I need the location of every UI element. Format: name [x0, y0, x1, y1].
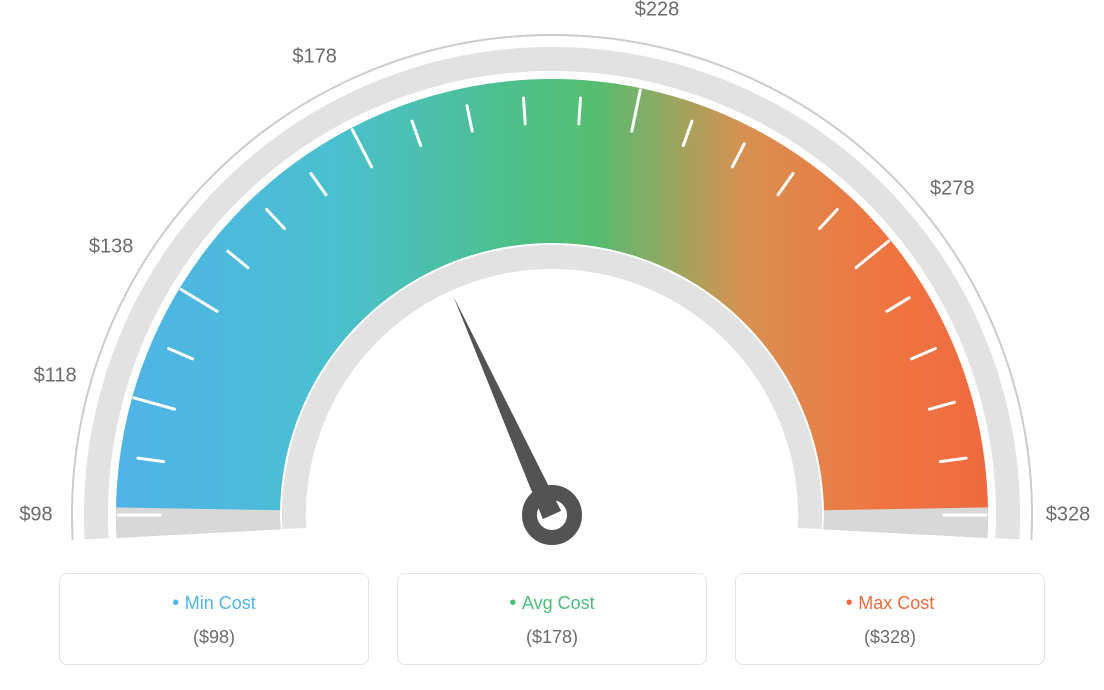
legend-card-min: Min Cost ($98) — [59, 573, 369, 665]
legend-card-avg: Avg Cost ($178) — [397, 573, 707, 665]
gauge-chart: $98 $118 $138 $178 $228 $278 $328 — [0, 0, 1104, 560]
gauge-tick-label: $138 — [89, 235, 134, 258]
gauge-tick-label: $278 — [930, 178, 975, 201]
gauge-tick-label: $328 — [1046, 504, 1091, 527]
legend-value-max: ($328) — [746, 627, 1034, 648]
legend-title-max: Max Cost — [746, 592, 1034, 615]
legend-value-min: ($98) — [70, 627, 358, 648]
gauge-tick-label: $228 — [635, 0, 680, 21]
gauge-tick-label: $98 — [19, 504, 52, 527]
legend-card-max: Max Cost ($328) — [735, 573, 1045, 665]
gauge-tick-label: $118 — [34, 364, 77, 387]
gauge-tick-label: $178 — [292, 45, 337, 68]
legend-title-avg: Avg Cost — [408, 592, 696, 615]
legend-value-avg: ($178) — [408, 627, 696, 648]
gauge-svg — [0, 0, 1104, 560]
legend-row: Min Cost ($98) Avg Cost ($178) Max Cost … — [0, 573, 1104, 665]
legend-title-min: Min Cost — [70, 592, 358, 615]
